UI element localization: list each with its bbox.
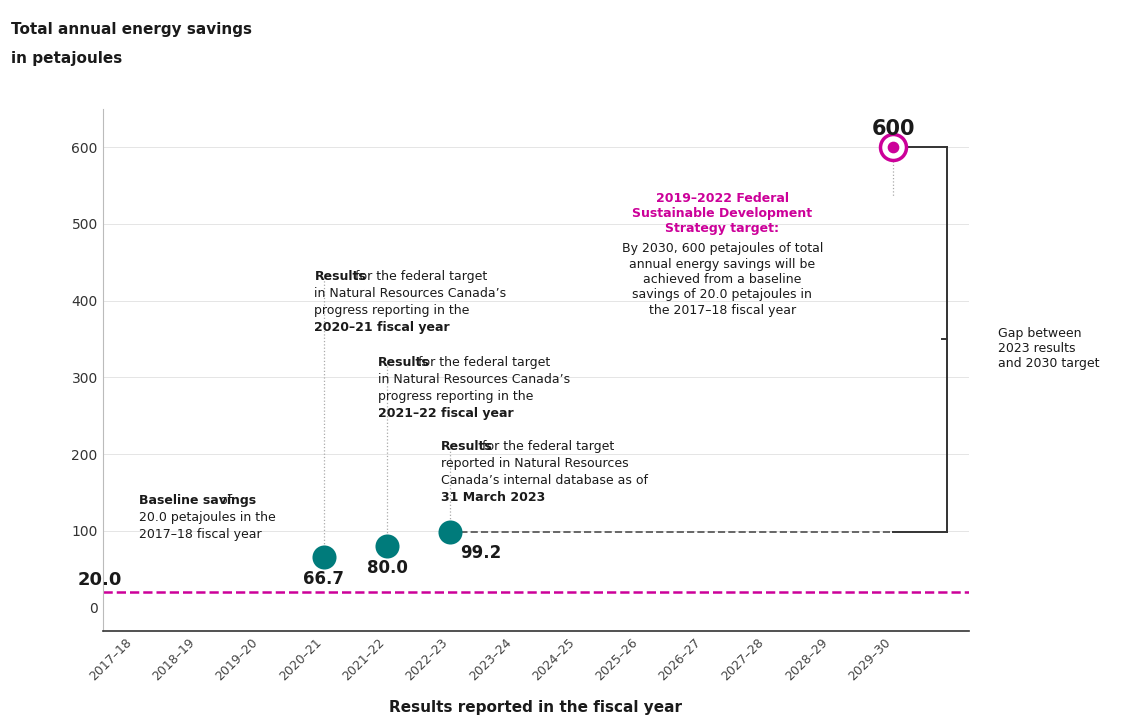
Point: [315, 551, 333, 563]
Text: 66.7: 66.7: [303, 570, 344, 587]
Text: savings of 20.0 petajoules in: savings of 20.0 petajoules in: [633, 289, 813, 302]
Text: 80.0: 80.0: [367, 560, 408, 577]
Text: 20.0: 20.0: [78, 571, 122, 589]
Text: By 2030, 600 petajoules of total: By 2030, 600 petajoules of total: [621, 242, 823, 255]
Text: 2019–2022 Federal: 2019–2022 Federal: [656, 191, 789, 204]
Text: of: of: [217, 494, 233, 507]
Text: Gap between
2023 results
and 2030 target: Gap between 2023 results and 2030 target: [998, 326, 1099, 370]
Text: in petajoules: in petajoules: [11, 51, 123, 66]
Text: Baseline savings: Baseline savings: [139, 494, 256, 507]
Text: for the federal target: for the federal target: [414, 356, 551, 369]
Text: the 2017–18 fiscal year: the 2017–18 fiscal year: [649, 304, 796, 317]
Point: [441, 526, 459, 537]
Text: 2020–21 fiscal year: 2020–21 fiscal year: [315, 320, 450, 334]
Text: in Natural Resources Canada’s: in Natural Resources Canada’s: [315, 287, 506, 300]
Text: 20.0 petajoules in the: 20.0 petajoules in the: [139, 511, 276, 524]
X-axis label: Results reported in the fiscal year: Results reported in the fiscal year: [389, 700, 683, 715]
Text: 31 March 2023: 31 March 2023: [441, 491, 545, 504]
Text: achieved from a baseline: achieved from a baseline: [643, 273, 801, 286]
Text: progress reporting in the: progress reporting in the: [315, 304, 470, 317]
Text: Total annual energy savings: Total annual energy savings: [11, 22, 252, 37]
Text: 600: 600: [871, 120, 915, 139]
Text: Strategy target:: Strategy target:: [666, 223, 780, 236]
Text: 2017–18 fiscal year: 2017–18 fiscal year: [139, 528, 262, 541]
Text: annual energy savings will be: annual energy savings will be: [629, 257, 815, 270]
Point: [884, 141, 902, 153]
Text: 99.2: 99.2: [459, 544, 502, 562]
Text: for the federal target: for the federal target: [351, 270, 488, 283]
Text: Results: Results: [441, 440, 492, 453]
Text: Canada’s internal database as of: Canada’s internal database as of: [441, 474, 648, 487]
Point: [378, 541, 397, 552]
Point: [884, 141, 902, 153]
Text: in Natural Resources Canada’s: in Natural Resources Canada’s: [377, 373, 570, 386]
Text: Results: Results: [377, 356, 430, 369]
Text: Results: Results: [315, 270, 366, 283]
Text: 2021–22 fiscal year: 2021–22 fiscal year: [377, 407, 513, 420]
Text: Sustainable Development: Sustainable Development: [633, 207, 813, 220]
Text: for the federal target: for the federal target: [478, 440, 613, 453]
Text: reported in Natural Resources: reported in Natural Resources: [441, 457, 628, 471]
Text: progress reporting in the: progress reporting in the: [377, 390, 534, 402]
